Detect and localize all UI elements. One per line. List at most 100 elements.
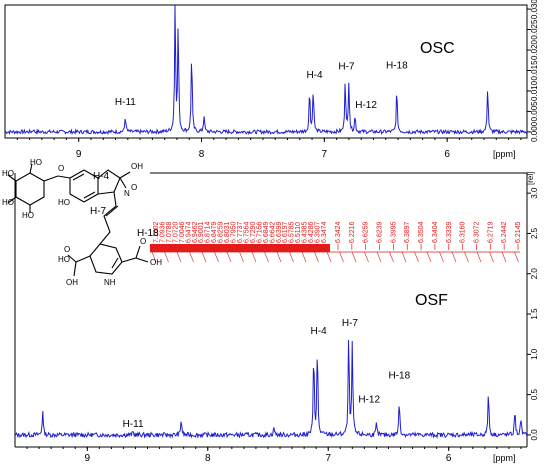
- peak-list-connector: [164, 251, 169, 263]
- peak-list-value: 7.0720: [172, 221, 179, 243]
- osc-peak-annotation: H-11: [115, 97, 136, 108]
- peak-list-connector: [451, 251, 457, 263]
- osf-x-axis-unit: [ppm]: [493, 453, 516, 463]
- peak-list-value: 6.7564: [243, 221, 250, 243]
- peak-list-value: 6.3474: [321, 221, 328, 243]
- peak-list-connector: [276, 251, 282, 263]
- sugar-ring: [15, 172, 45, 206]
- peak-list-ticks: [150, 244, 520, 263]
- peak-list-value: 6.2145: [515, 221, 522, 243]
- peak-list-value: 6.3072: [473, 221, 480, 243]
- peak-list-connector: [426, 251, 432, 263]
- peak-list-connector: [314, 251, 319, 263]
- peak-list-value: 6.3995: [390, 221, 397, 243]
- osc-x-tick-label: 8: [199, 149, 205, 160]
- osf-y-tick-label: 3.0: [530, 187, 539, 199]
- structure-atom-label: HO: [22, 211, 34, 220]
- peak-list-value: 6.2216: [349, 221, 356, 243]
- peak-list-connector: [376, 251, 382, 263]
- peak-list-connector: [189, 251, 194, 263]
- structure-atom-label: N: [124, 189, 130, 198]
- peak-list-connector: [226, 251, 232, 263]
- peak-list-connector: [514, 251, 519, 263]
- osf-y-tick-label: 0.0: [530, 429, 539, 441]
- peak-list-value: 7.0046: [179, 221, 186, 243]
- structure-atom-label: HO: [30, 158, 42, 167]
- osc-peak-annotation: H-4: [306, 70, 323, 81]
- structure-atom-label: O: [140, 237, 146, 246]
- osf-y-tick-label: 0.5: [530, 389, 539, 401]
- peak-list-connector: [389, 251, 394, 263]
- osf-y-tick-label: 1.0: [530, 348, 539, 360]
- osc-plot-frame: [4, 4, 528, 139]
- peak-list-value: 7.1002: [153, 221, 160, 243]
- osc-x-tick-label: 7: [322, 149, 328, 160]
- osc-peak-annotation: H-7: [338, 62, 355, 73]
- osf-x-tick-label: 8: [205, 453, 211, 464]
- peak-list-connector: [289, 251, 294, 263]
- peak-list-connector: [201, 251, 207, 263]
- osf-y-tick-label: 1.5: [530, 308, 539, 320]
- osc-y-tick-label: 0.025: [530, 19, 539, 40]
- peak-list-value: 6.4385: [302, 221, 309, 243]
- peak-list-value: 6.9462: [192, 221, 199, 243]
- peak-list-value: 6.4286: [308, 221, 315, 243]
- osc-y-tick-label: 0.010: [530, 80, 539, 101]
- peak-list-value: 6.6642: [269, 221, 276, 243]
- peak-list-value: 6.3339: [446, 221, 453, 243]
- peak-list-connector: [264, 251, 269, 263]
- osf-y-axis-unit: [rel]: [526, 172, 535, 185]
- osf-x-tick-label: 9: [85, 453, 91, 464]
- structure-atom-label: H-18: [137, 228, 159, 239]
- osf-peak-annotation: H-11: [123, 419, 144, 430]
- peak-list-value: 6.6239: [377, 221, 384, 243]
- peak-list-connector: [464, 251, 469, 263]
- structure-atom-label: H-7: [90, 206, 107, 217]
- peak-list-connector: [351, 251, 357, 263]
- peak-list-connector: [239, 251, 244, 263]
- peak-list-value: 6.9474: [185, 221, 192, 243]
- osf-x-tick-label: 7: [325, 453, 331, 464]
- peak-list-value: 6.7290: [250, 221, 257, 243]
- peak-list-value: 6.6259: [363, 221, 370, 243]
- peak-list-connector: [401, 251, 407, 263]
- structure-atom-label: O: [64, 245, 70, 254]
- osc-x-tick-label: 9: [76, 149, 82, 160]
- osc-y-tick-label: 0.005: [530, 101, 539, 122]
- peak-list-connector: [439, 251, 444, 263]
- structure-atom-label: O: [58, 164, 64, 173]
- structure-atom-label: HO: [58, 198, 70, 207]
- osf-spectrum-line: [14, 339, 528, 439]
- structure-atom-label: OH: [66, 278, 78, 287]
- structure-atom-label: HO: [2, 169, 14, 178]
- peak-list-labels: 7.1002 7.0936 7.0788 7.0720 7.0046 6.9474 6.94…: [153, 221, 522, 243]
- osc-x-axis-unit: [ppm]: [493, 149, 516, 159]
- peak-list-bar: [150, 244, 330, 252]
- osc-y-tick-label: 0.030: [530, 0, 539, 19]
- peak-list-value: 6.2442: [501, 221, 508, 243]
- osf-peak-annotation: H-4: [311, 326, 328, 337]
- peak-list-value: 6.8259: [218, 221, 225, 243]
- peak-list-value: 6.7950: [231, 221, 238, 243]
- structure-atom-label: OH: [131, 162, 143, 171]
- peak-list-value: 7.0788: [166, 221, 173, 243]
- osf-peak-annotation: H-18: [388, 371, 410, 382]
- peak-list-value: 6.3907: [315, 221, 322, 243]
- osf-peak-annotation: H-7: [342, 318, 359, 329]
- chemical-structure: [7, 163, 149, 277]
- structure-atom-label: H-4: [93, 171, 110, 182]
- osf-y-tick-label: 2.5: [530, 227, 539, 239]
- peak-list-value: 6.8031: [224, 221, 231, 243]
- peak-list-connector: [476, 251, 482, 263]
- peak-list-value: 6.7156: [256, 221, 263, 243]
- peak-list-connector: [364, 251, 369, 263]
- osc-spectrum-line: [4, 4, 528, 136]
- structure-atom-label: HO: [2, 198, 14, 207]
- peak-list-connector: [151, 251, 157, 263]
- peak-list-value: 6.8479: [211, 221, 218, 243]
- osc-peak-annotation: H-12: [355, 100, 377, 111]
- structure-atom-label: HO: [58, 255, 70, 264]
- structure-atom-label: O: [131, 183, 137, 192]
- peak-list-connector: [251, 251, 257, 263]
